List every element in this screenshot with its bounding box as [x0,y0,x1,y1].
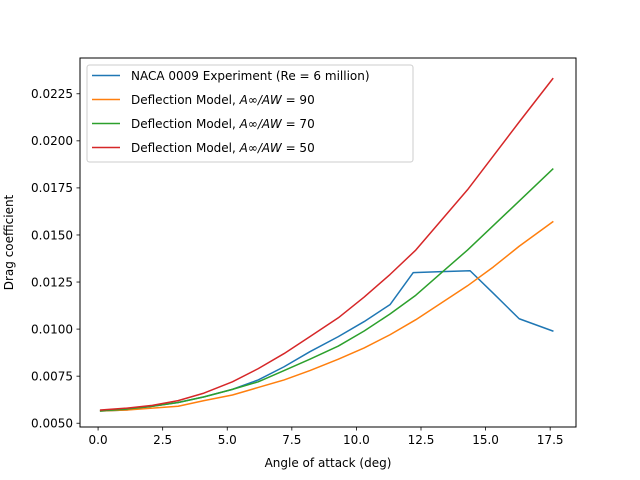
x-tick-label: 0.0 [89,433,108,447]
x-axis-label: Angle of attack (deg) [265,456,392,470]
y-tick-label: 0.0125 [31,275,73,289]
x-tick-label: 17.5 [537,433,564,447]
legend-label: Deflection Model, A∞/AW = 70 [131,117,315,131]
legend-label: Deflection Model, A∞/AW = 90 [131,93,315,107]
legend-frame [86,64,414,163]
y-tick-label: 0.0100 [31,322,73,336]
plot-frame [79,57,577,428]
legend-label: NACA 0009 Experiment (Re = 6 million) [131,69,370,83]
y-axis-ticks: 0.0050 0.0075 0.0100 0.0125 0.0150 0.0175 0.02… [31,87,80,431]
series-line-3 [99,168,554,412]
y-tick-label: 0.0175 [31,181,73,195]
legend: NACA 0009 Experiment (Re = 6 million) Def… [86,64,414,163]
x-tick-label: 7.5 [282,433,301,447]
x-tick-label: 5.0 [218,433,237,447]
x-tick-label: 10.0 [343,433,370,447]
plot-lines [99,77,554,412]
x-tick-label: 15.0 [472,433,499,447]
x-tick-label: 12.5 [408,433,435,447]
series-line-4 [99,77,554,411]
y-tick-label: 0.0075 [31,369,73,383]
legend-label: Deflection Model, A∞/AW = 50 [131,141,315,155]
y-tick-label: 0.0050 [31,417,73,431]
y-tick-label: 0.0200 [31,134,73,148]
x-axis-ticks: 0.0 2.5 5.0 7.5 10.0 12.5 15.0 17.5 [89,427,564,447]
y-tick-label: 0.0150 [31,228,73,242]
y-tick-label: 0.0225 [31,87,73,101]
y-axis-label: Drag coefficient [2,194,16,290]
x-tick-label: 2.5 [153,433,172,447]
series-line-2 [99,220,554,412]
